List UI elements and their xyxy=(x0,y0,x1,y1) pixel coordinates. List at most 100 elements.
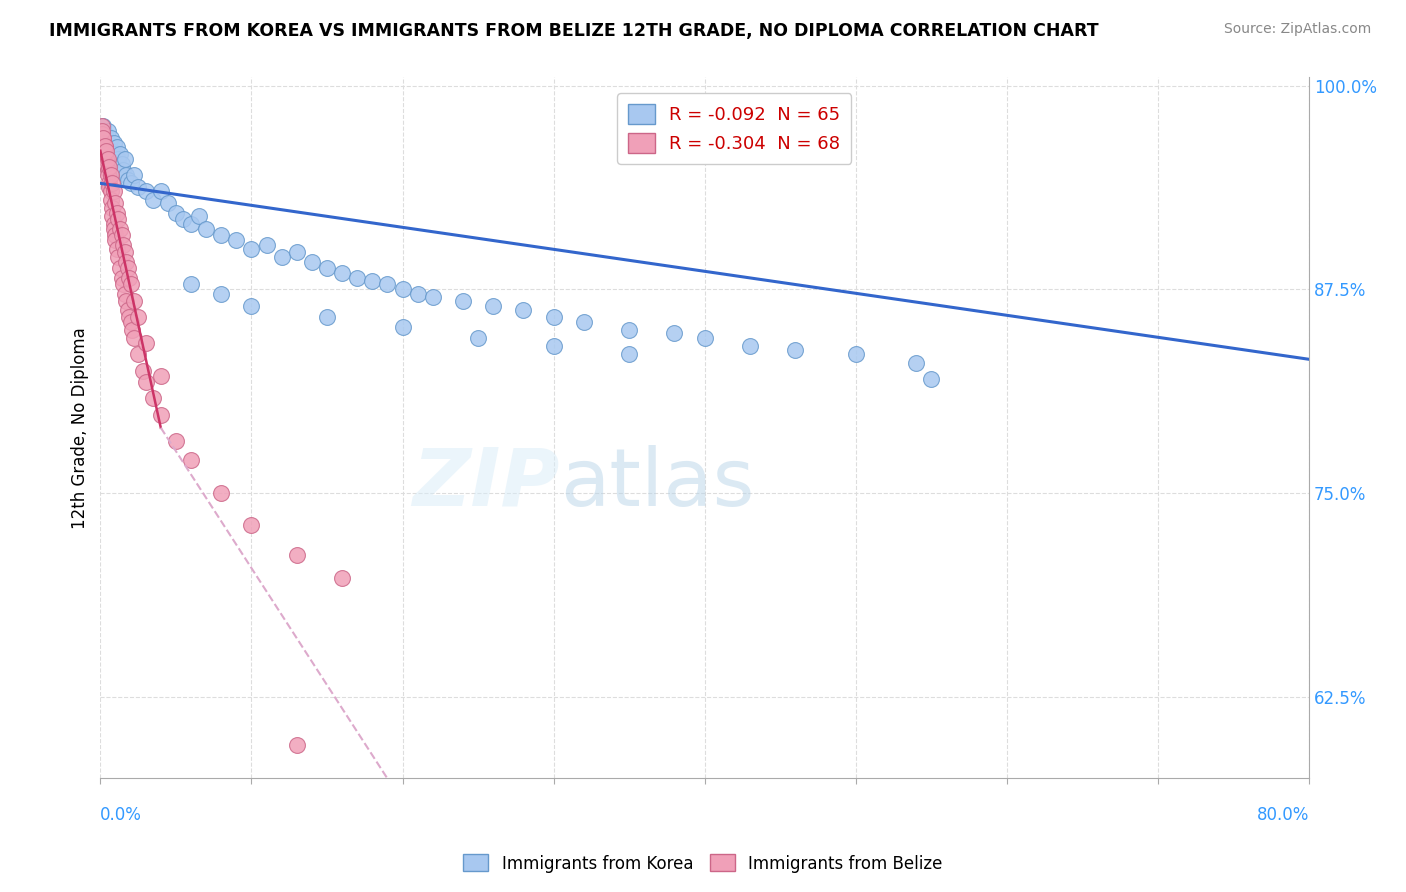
Point xyxy=(96,152,118,166)
Point xyxy=(94,140,117,154)
Point xyxy=(120,315,142,329)
Point xyxy=(115,254,138,268)
Point xyxy=(101,209,124,223)
Text: 80.0%: 80.0% xyxy=(1257,806,1309,824)
Point xyxy=(142,392,165,406)
Point xyxy=(103,217,125,231)
Point xyxy=(149,185,172,199)
Text: IMMIGRANTS FROM KOREA VS IMMIGRANTS FROM BELIZE 12TH GRADE, NO DIPLOMA CORRELATI: IMMIGRANTS FROM KOREA VS IMMIGRANTS FROM… xyxy=(49,22,1099,40)
Point xyxy=(301,254,323,268)
Point xyxy=(98,179,121,194)
Point xyxy=(96,130,118,145)
Point xyxy=(905,355,928,369)
Point xyxy=(664,326,686,341)
Point xyxy=(209,287,232,301)
Point xyxy=(391,282,413,296)
Point xyxy=(180,453,202,467)
Point xyxy=(845,347,868,361)
Point xyxy=(122,168,145,182)
Point xyxy=(543,310,565,324)
Point xyxy=(108,222,131,236)
Point xyxy=(97,124,120,138)
Point xyxy=(96,157,118,171)
Point xyxy=(98,160,121,174)
Point xyxy=(165,434,187,448)
Point xyxy=(96,144,118,158)
Point xyxy=(104,195,127,210)
Point xyxy=(391,319,413,334)
Point xyxy=(90,124,112,138)
Point xyxy=(225,233,247,247)
Point xyxy=(117,261,139,276)
Point xyxy=(97,168,120,182)
Point xyxy=(90,128,112,142)
Point xyxy=(617,323,640,337)
Point xyxy=(98,136,121,150)
Point xyxy=(114,152,136,166)
Point xyxy=(285,244,308,259)
Point xyxy=(104,233,127,247)
Point xyxy=(406,287,429,301)
Point xyxy=(482,299,505,313)
Point xyxy=(101,177,124,191)
Point xyxy=(107,152,129,166)
Point xyxy=(111,163,134,178)
Point xyxy=(108,147,131,161)
Point xyxy=(93,136,115,150)
Point xyxy=(100,130,122,145)
Point xyxy=(135,336,157,351)
Point xyxy=(93,120,115,134)
Point xyxy=(107,212,129,227)
Point xyxy=(115,293,138,308)
Legend: R = -0.092  N = 65, R = -0.304  N = 68: R = -0.092 N = 65, R = -0.304 N = 68 xyxy=(617,94,852,164)
Point xyxy=(330,571,353,585)
Point xyxy=(100,168,122,182)
Point xyxy=(256,238,278,252)
Point xyxy=(115,168,138,182)
Point xyxy=(127,179,149,194)
Point xyxy=(103,136,125,150)
Point xyxy=(512,303,534,318)
Point xyxy=(149,408,172,422)
Point xyxy=(93,130,115,145)
Point xyxy=(422,290,444,304)
Point xyxy=(240,299,263,313)
Point xyxy=(165,205,187,219)
Point xyxy=(122,293,145,308)
Point xyxy=(107,250,129,264)
Point xyxy=(693,331,716,345)
Point xyxy=(100,185,122,199)
Text: ZIP: ZIP xyxy=(412,445,560,523)
Point xyxy=(103,185,125,199)
Point xyxy=(104,228,127,243)
Point xyxy=(285,739,308,753)
Point xyxy=(330,266,353,280)
Point xyxy=(101,144,124,158)
Point xyxy=(122,331,145,345)
Point xyxy=(785,343,807,357)
Point xyxy=(285,548,308,562)
Text: Source: ZipAtlas.com: Source: ZipAtlas.com xyxy=(1223,22,1371,37)
Point xyxy=(142,193,165,207)
Point xyxy=(467,331,489,345)
Point xyxy=(131,364,153,378)
Point xyxy=(209,228,232,243)
Point xyxy=(135,375,157,389)
Point xyxy=(111,277,134,292)
Point xyxy=(121,323,143,337)
Y-axis label: 12th Grade, No Diploma: 12th Grade, No Diploma xyxy=(72,326,89,529)
Point xyxy=(111,238,134,252)
Point xyxy=(240,518,263,533)
Point xyxy=(93,130,115,145)
Point xyxy=(127,310,149,324)
Point xyxy=(195,222,218,236)
Point xyxy=(270,250,292,264)
Point xyxy=(114,244,136,259)
Point xyxy=(100,193,122,207)
Point xyxy=(451,293,474,308)
Point xyxy=(543,339,565,353)
Point xyxy=(118,310,141,324)
Point xyxy=(120,277,142,292)
Point xyxy=(180,217,202,231)
Point xyxy=(114,287,136,301)
